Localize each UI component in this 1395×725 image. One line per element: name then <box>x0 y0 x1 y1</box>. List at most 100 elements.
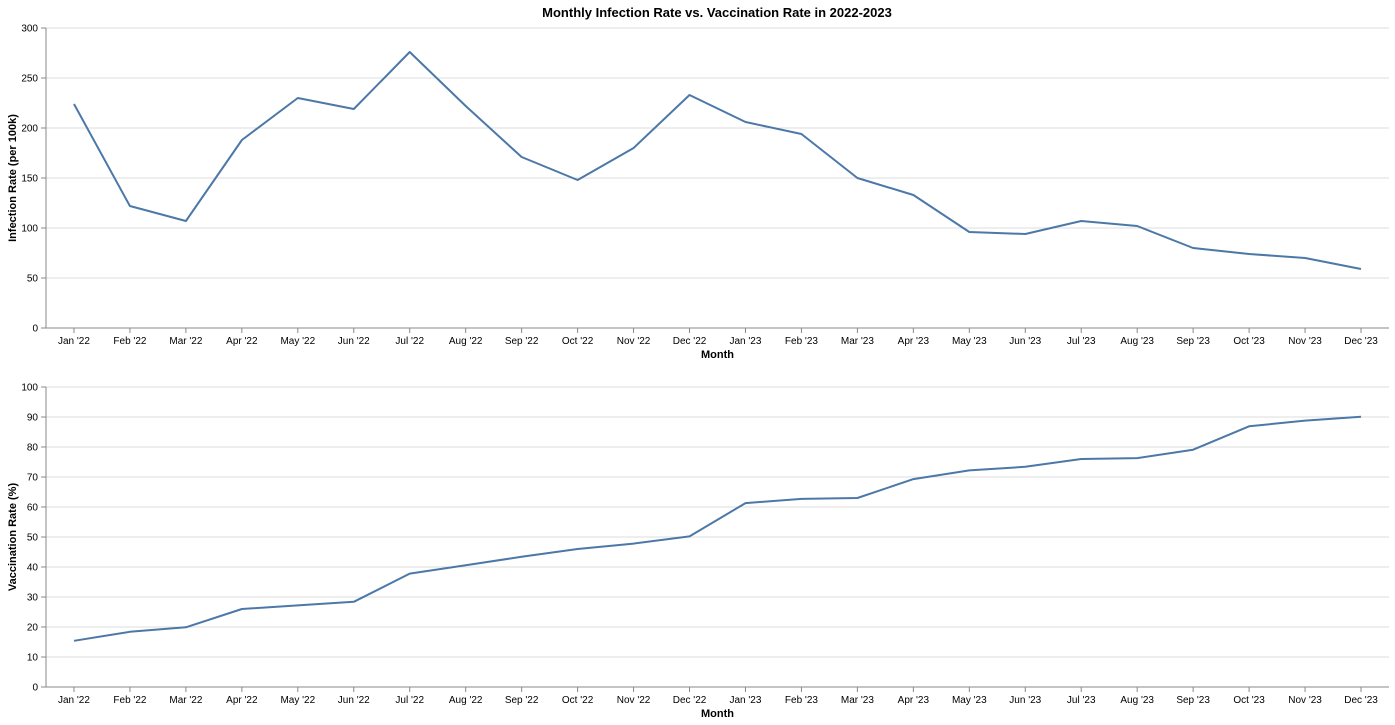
vaccination-data-point[interactable] <box>406 570 414 578</box>
infection-data-point[interactable] <box>1021 230 1029 238</box>
vaccination-data-point[interactable] <box>853 494 861 502</box>
infection-data-point[interactable] <box>574 176 582 184</box>
infection-data-point[interactable] <box>965 228 973 236</box>
infection-data-point[interactable] <box>1245 250 1253 258</box>
infection-y-axis-title: Infection Rate (per 100k) <box>7 114 19 242</box>
vaccination-x-tick-label: Jul '23 <box>1067 695 1096 706</box>
infection-x-tick-label: Mar '22 <box>169 336 202 347</box>
vaccination-data-point[interactable] <box>182 623 190 631</box>
vaccination-data-point[interactable] <box>70 637 78 645</box>
vaccination-y-tick-label: 40 <box>27 563 39 574</box>
infection-rate-panel: 0 50 100 150 200 250 300 Jan '22 Feb '22 Mar '22 A… <box>7 24 1389 361</box>
vaccination-data-point[interactable] <box>630 540 638 548</box>
vaccination-y-tick-label: 60 <box>27 503 39 514</box>
vaccination-x-axis-title: Month <box>701 708 734 720</box>
infection-x-tick-label: Jan '23 <box>730 336 762 347</box>
infection-data-point[interactable] <box>126 202 134 210</box>
infection-y-tick-label: 100 <box>21 224 38 235</box>
infection-x-tick-label: Oct '23 <box>1233 336 1265 347</box>
vaccination-data-point[interactable] <box>686 532 694 540</box>
infection-series-line <box>73 51 1362 270</box>
infection-data-point[interactable] <box>853 174 861 182</box>
infection-data-point[interactable] <box>686 91 694 99</box>
vaccination-y-tick-label: 20 <box>27 623 39 634</box>
vaccination-data-point[interactable] <box>1245 422 1253 430</box>
infection-x-tick-label: Jul '23 <box>1067 336 1096 347</box>
infection-x-tick-label: Jun '23 <box>1009 336 1041 347</box>
vaccination-x-tick-label: Mar '23 <box>841 695 874 706</box>
infection-data-point[interactable] <box>70 100 78 108</box>
vaccination-y-tick-label: 30 <box>27 593 39 604</box>
infection-y-tick-label: 150 <box>21 174 38 185</box>
infection-data-point[interactable] <box>1357 265 1365 273</box>
infection-data-point[interactable] <box>909 191 917 199</box>
vaccination-y-tick-label: 70 <box>27 473 39 484</box>
infection-data-point[interactable] <box>1077 217 1085 225</box>
infection-x-tick-label: Feb '23 <box>785 336 818 347</box>
infection-data-point[interactable] <box>238 136 246 144</box>
infection-x-tick-label: Aug '23 <box>1120 336 1154 347</box>
infection-data-point[interactable] <box>518 153 526 161</box>
vaccination-data-point[interactable] <box>965 466 973 474</box>
vaccination-x-tick-label: May '23 <box>952 695 987 706</box>
vaccination-x-tick-label: Jan '23 <box>730 695 762 706</box>
vaccination-data-point[interactable] <box>1133 454 1141 462</box>
infection-y-tick-label: 0 <box>32 324 38 335</box>
vaccination-x-tick-label: Nov '22 <box>617 695 651 706</box>
vaccination-data-point[interactable] <box>238 605 246 613</box>
infection-x-tick-label: Mar '23 <box>841 336 874 347</box>
infection-data-point[interactable] <box>350 105 358 113</box>
vaccination-x-tick-label: Mar '22 <box>169 695 202 706</box>
vaccination-x-tick-label: Oct '22 <box>562 695 594 706</box>
vaccination-x-tick-label: Jan '22 <box>58 695 90 706</box>
infection-data-point[interactable] <box>797 130 805 138</box>
infection-x-tick-label: May '22 <box>280 336 315 347</box>
infection-data-point[interactable] <box>406 48 414 56</box>
vaccination-x-tick-label: May '22 <box>280 695 315 706</box>
infection-data-point[interactable] <box>630 144 638 152</box>
infection-x-tick-label: Apr '23 <box>898 336 930 347</box>
infection-data-point[interactable] <box>182 217 190 225</box>
vaccination-data-point[interactable] <box>1077 455 1085 463</box>
vaccination-x-tick-label: Dec '23 <box>1344 695 1378 706</box>
vaccination-x-tick-label: Dec '22 <box>673 695 707 706</box>
infection-x-tick-label: Dec '23 <box>1344 336 1378 347</box>
vaccination-data-point[interactable] <box>741 499 749 507</box>
infection-y-tick-label: 250 <box>21 74 38 85</box>
vaccination-x-tick-label: Sep '23 <box>1176 695 1210 706</box>
vaccination-x-tick-label: Aug '23 <box>1120 695 1154 706</box>
infection-data-point[interactable] <box>741 118 749 126</box>
infection-x-tick-label: Sep '22 <box>505 336 539 347</box>
infection-x-tick-label: Jan '22 <box>58 336 90 347</box>
infection-x-tick-label: Jun '22 <box>338 336 370 347</box>
infection-data-point[interactable] <box>462 102 470 110</box>
vaccination-y-tick-label: 90 <box>27 413 39 424</box>
infection-data-point[interactable] <box>1133 222 1141 230</box>
vaccination-x-tick-label: Jun '22 <box>338 695 370 706</box>
vaccination-data-point[interactable] <box>350 598 358 606</box>
vaccination-data-point[interactable] <box>1357 413 1365 421</box>
vaccination-y-tick-label: 50 <box>27 533 39 544</box>
vaccination-x-tick-label: Jul '22 <box>395 695 424 706</box>
vaccination-data-point[interactable] <box>1021 463 1029 471</box>
vaccination-data-point[interactable] <box>797 495 805 503</box>
vaccination-data-point[interactable] <box>462 561 470 569</box>
vaccination-rate-panel: 0 10 20 30 40 50 60 70 80 90 100 Jan '22 Feb '22 Mar … <box>7 383 1389 720</box>
vaccination-data-point[interactable] <box>294 601 302 609</box>
infection-data-point[interactable] <box>294 94 302 102</box>
vaccination-data-point[interactable] <box>574 545 582 553</box>
vaccination-x-tick-label: Apr '23 <box>898 695 930 706</box>
vaccination-x-tick-label: Nov '23 <box>1288 695 1322 706</box>
infection-data-point[interactable] <box>1301 254 1309 262</box>
vaccination-y-tick-label: 10 <box>27 653 39 664</box>
vaccination-data-point[interactable] <box>126 628 134 636</box>
vaccination-data-point[interactable] <box>1189 446 1197 454</box>
vaccination-data-point[interactable] <box>518 553 526 561</box>
infection-x-axis-title: Month <box>701 349 734 361</box>
infection-data-point[interactable] <box>1189 244 1197 252</box>
vaccination-data-point[interactable] <box>1301 417 1309 425</box>
vaccination-x-tick-label: Feb '22 <box>113 695 146 706</box>
vaccination-data-point[interactable] <box>909 475 917 483</box>
vaccination-x-tick-label: Aug '22 <box>449 695 483 706</box>
chart-title: Monthly Infection Rate vs. Vaccination R… <box>542 5 892 20</box>
